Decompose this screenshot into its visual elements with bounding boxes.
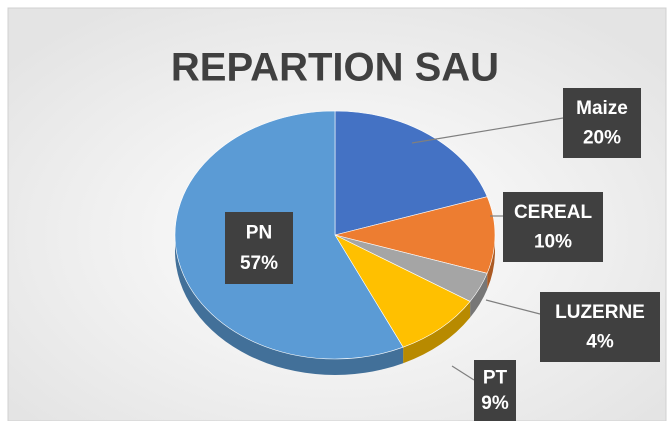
slice [334,196,496,274]
category-label: PT [483,367,508,388]
value-label: 20% [583,127,621,148]
category-label: CEREAL [514,202,593,223]
leader-line [451,365,475,381]
label-box [540,292,660,362]
label-box [474,360,516,421]
value-label: 9% [481,393,509,414]
slice [334,234,471,348]
slice-side [403,301,471,364]
value-label: 10% [534,231,572,252]
slice [334,110,488,236]
label-box [225,212,293,284]
category-label: Maize [576,98,628,119]
value-label: 57% [240,253,278,274]
value-label: 4% [586,331,614,352]
slice-side [470,273,488,318]
label-box [563,88,641,158]
data-labels: Maize 20% CEREAL 10% LUZERNE 4% PT 9% PN 57% [225,88,660,421]
category-label: PN [246,223,272,244]
category-label: LUZERNE [555,302,645,323]
pie-sides [175,235,495,375]
slice-side [175,235,404,375]
slice-side [487,235,495,290]
leader-line [411,117,564,144]
label-box [503,192,603,262]
pie-tops [174,110,496,360]
leader-line [485,299,541,315]
chart-title: REPARTION SAU [171,46,499,90]
